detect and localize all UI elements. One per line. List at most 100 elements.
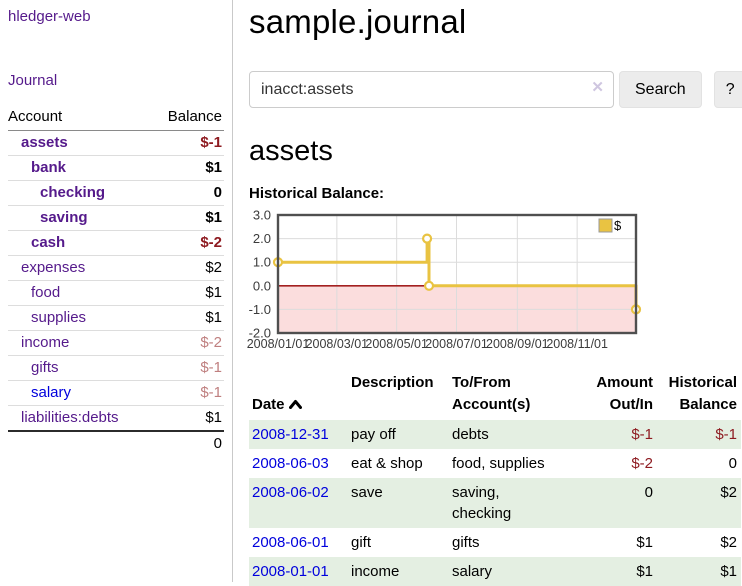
account-row: liabilities:debts $1 <box>8 405 224 431</box>
transaction-accounts: gifts <box>452 533 480 551</box>
account-balance: $1 <box>152 405 224 431</box>
help-button[interactable]: ? <box>713 71 742 108</box>
transaction-row: 2008-12-31 pay off debts $-1 $-1 <box>249 419 741 449</box>
account-row: bank $1 <box>8 155 224 181</box>
sidebar-account-link[interactable]: liabilities:debts <box>21 409 119 426</box>
transaction-accounts: food, supplies <box>452 454 545 472</box>
transaction-row: 2008-06-02 save saving, checking 0 $2 <box>249 477 741 528</box>
sidebar-account-link[interactable]: food <box>31 284 61 301</box>
account-balance: $1 <box>152 305 224 331</box>
sidebar-account-link[interactable]: expenses <box>21 259 86 276</box>
register-header-accounts: To/From Account(s) <box>452 374 531 413</box>
account-balance: $-1 <box>200 134 222 151</box>
register-header-balance: Historical Balance <box>668 374 737 413</box>
sidebar: hledger-web Journal Account Balance asse… <box>0 0 233 582</box>
account-balance: $1 <box>152 280 224 306</box>
sidebar-account-link[interactable]: assets <box>21 134 68 151</box>
register-header-description: Description <box>351 374 434 391</box>
transaction-row: 2008-01-01 income salary $1 $1 <box>249 556 741 586</box>
transaction-date-link[interactable]: 2008-01-01 <box>252 562 329 580</box>
svg-text:2008/07/01: 2008/07/01 <box>425 337 488 351</box>
transaction-balance: $1 <box>720 562 737 580</box>
svg-text:0.0: 0.0 <box>253 278 271 293</box>
account-row: supplies $1 <box>8 305 224 331</box>
transaction-description: save <box>351 483 383 501</box>
transaction-description: pay off <box>351 425 396 443</box>
svg-text:2.0: 2.0 <box>253 231 271 246</box>
account-heading: assets <box>249 135 333 167</box>
main-content: sample.journal ✕ Search ? assets Histori… <box>233 0 742 586</box>
svg-text:2008/03/01: 2008/03/01 <box>306 337 369 351</box>
account-balance: $-2 <box>152 330 224 356</box>
register-header-date[interactable]: Date <box>249 370 348 420</box>
historical-balance-chart[interactable]: $3.0 2.0 1.0 0.0 -1.0 -2.0 2008/01/01 2008/03/0… <box>244 208 742 353</box>
transaction-row: 2008-06-03 eat & shop food, supplies $-2 0 <box>249 449 741 478</box>
search-form: ✕ Search ? <box>249 71 742 108</box>
transaction-accounts: salary <box>452 562 493 580</box>
transaction-row: 2008-06-01 gift gifts $1 $2 <box>249 528 741 557</box>
transaction-accounts: debts <box>452 425 489 443</box>
transaction-amount: 0 <box>644 483 653 501</box>
account-balance: $-2 <box>152 230 224 256</box>
svg-text:2008/05/01: 2008/05/01 <box>365 337 428 351</box>
accounts-header-balance: Balance <box>152 105 224 131</box>
transaction-amount: $1 <box>636 533 653 551</box>
sidebar-account-link[interactable]: saving <box>40 209 88 226</box>
sidebar-account-link[interactable]: supplies <box>31 309 87 326</box>
svg-text:-2.0: -2.0 <box>249 326 271 341</box>
account-row: salary $-1 <box>8 380 224 406</box>
svg-text:-1.0: -1.0 <box>249 302 271 317</box>
transaction-balance: $-1 <box>715 425 737 443</box>
svg-text:3.0: 3.0 <box>253 208 271 223</box>
account-balance: $1 <box>152 155 224 181</box>
transaction-description: eat & shop <box>351 454 423 472</box>
transaction-description: income <box>351 562 400 580</box>
register-table: Date Description To/From Account(s) Amou… <box>249 370 741 586</box>
page-title: sample.journal <box>249 3 467 40</box>
svg-text:2008/09/01: 2008/09/01 <box>486 337 549 351</box>
transaction-date-link[interactable]: 2008-06-01 <box>252 533 329 551</box>
svg-text:$: $ <box>614 218 622 233</box>
chart-heading: Historical Balance: <box>249 185 385 202</box>
account-balance: $1 <box>152 205 224 231</box>
transaction-accounts: saving, checking <box>452 483 512 522</box>
svg-text:2008/01/01: 2008/01/01 <box>247 337 310 351</box>
sidebar-account-link[interactable]: cash <box>31 234 66 251</box>
svg-text:2008/11/01: 2008/11/01 <box>546 337 608 351</box>
sidebar-account-link[interactable]: income <box>21 334 70 351</box>
account-balance: $2 <box>152 255 224 281</box>
search-button[interactable]: Search <box>619 71 702 108</box>
transaction-amount: $-1 <box>631 425 653 443</box>
sidebar-item-journal[interactable]: Journal <box>8 72 58 89</box>
sidebar-account-link[interactable]: gifts <box>31 359 59 376</box>
account-balance: $-1 <box>152 380 224 406</box>
account-balance: 0 <box>152 180 224 206</box>
transaction-balance: $2 <box>720 533 737 551</box>
clear-search-icon[interactable]: ✕ <box>591 79 604 96</box>
accounts-total-value: 0 <box>152 430 224 456</box>
sidebar-account-link[interactable]: bank <box>31 159 67 176</box>
account-row: food $1 <box>8 280 224 306</box>
account-row: saving $1 <box>8 205 224 231</box>
accounts-header-account: Account <box>8 105 153 131</box>
accounts-table: Account Balance assets $-1 bank $1 checking 0… <box>8 105 224 456</box>
sidebar-account-link[interactable]: salary <box>31 384 72 401</box>
transaction-balance: $2 <box>720 483 737 501</box>
svg-text:1.0: 1.0 <box>253 255 271 270</box>
sidebar-account-link[interactable]: checking <box>40 184 106 201</box>
transaction-date-link[interactable]: 2008-06-03 <box>252 454 329 472</box>
account-row: income $-2 <box>8 330 224 356</box>
transaction-amount: $-2 <box>631 454 653 472</box>
legend-swatch <box>598 218 613 233</box>
account-row: assets $-1 <box>8 131 224 156</box>
account-row: expenses $2 <box>8 255 224 281</box>
transaction-date-link[interactable]: 2008-12-31 <box>252 425 329 443</box>
transaction-balance: 0 <box>728 454 737 472</box>
sort-ascending-icon <box>288 394 302 416</box>
transaction-amount: $1 <box>636 562 653 580</box>
register-header-amount: Amount Out/In <box>596 374 653 413</box>
app-title-link[interactable]: hledger-web <box>8 8 91 25</box>
search-input[interactable] <box>249 71 614 108</box>
transaction-description: gift <box>351 533 372 551</box>
transaction-date-link[interactable]: 2008-06-02 <box>252 483 329 501</box>
